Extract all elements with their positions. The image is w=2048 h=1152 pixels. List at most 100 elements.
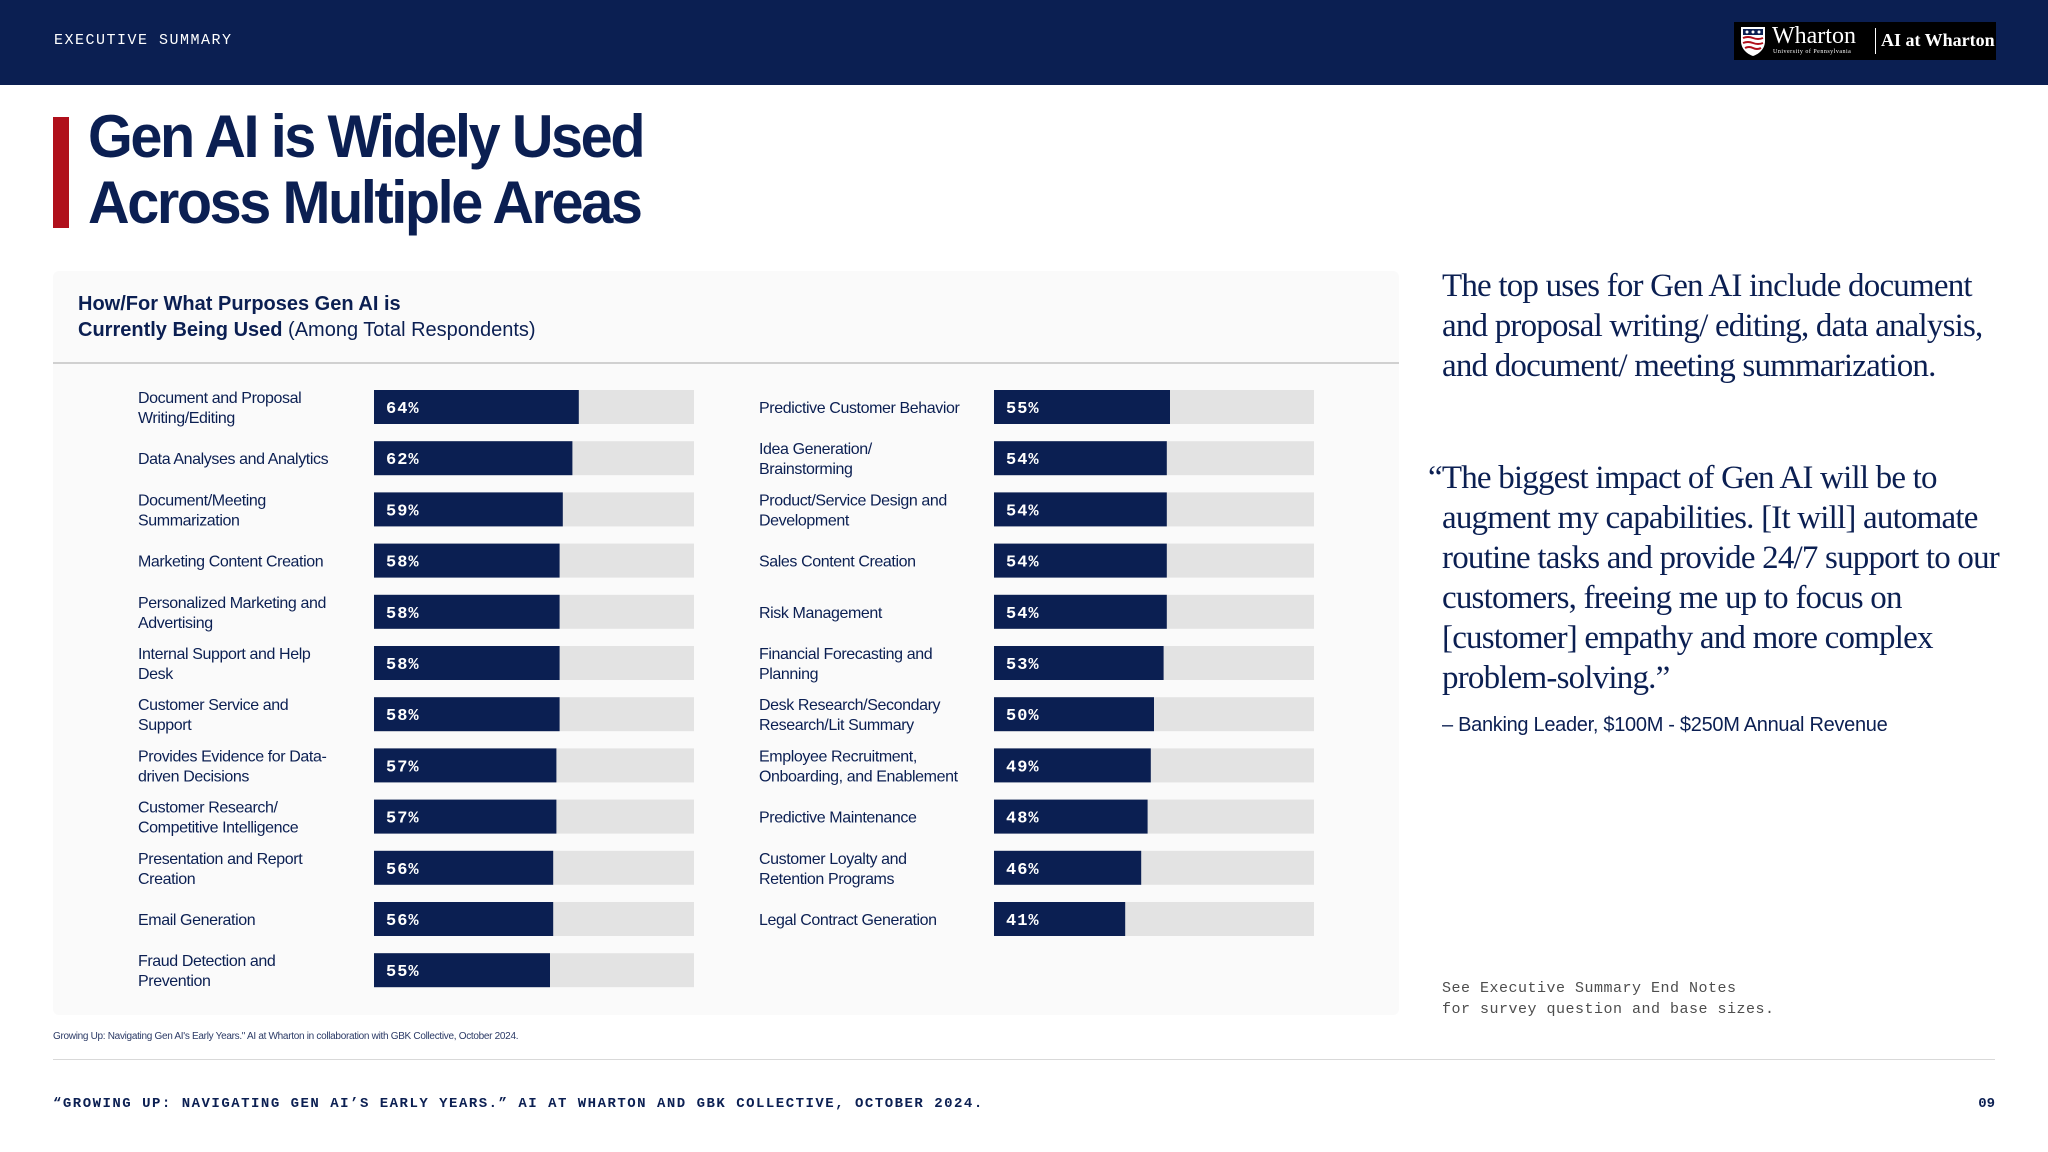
chart-row: 59% Document/Meeting Summarization — [138, 492, 694, 529]
category-label-line: Brainstorming — [759, 461, 853, 478]
logo-wordmark-sub: University of Pennsylvania — [1773, 49, 1852, 55]
chart-row: 57% Customer Research/Competitive Intelli… — [138, 799, 694, 837]
bar-value-label: 54% — [1006, 554, 1040, 573]
category-label-line: Creation — [138, 871, 195, 888]
chart-row: 49% Employee Recruitment, Onboarding, and … — [759, 748, 1314, 785]
bar-value-label: 54% — [1006, 451, 1040, 470]
chart-row: 58% Marketing Content Creation — [138, 543, 694, 578]
bar-value-label: 58% — [386, 707, 420, 726]
bar — [374, 492, 563, 527]
bar — [374, 441, 573, 476]
bar-value-label: 54% — [1006, 605, 1040, 624]
category-label-line: Internal Support and Help — [138, 646, 311, 663]
category-label: Customer Research/Competitive Intelligen… — [138, 800, 299, 837]
bar-value-label: 56% — [386, 912, 420, 931]
bar — [374, 799, 557, 834]
category-label: Data Analyses and Analytics — [138, 451, 329, 468]
category-label-line: Marketing Content Creation — [138, 554, 323, 571]
page-number: 09 — [1978, 1096, 1995, 1112]
bar-value-label: 46% — [1006, 861, 1040, 880]
category-label-line: Customer Research/ — [138, 800, 278, 817]
bar-value-label: 55% — [386, 963, 420, 982]
bar — [374, 902, 554, 936]
chart-row: 54% Risk Management — [759, 594, 1314, 629]
chart-row: 41% Legal Contract Generation — [759, 902, 1314, 936]
category-label-line: Research/Lit Summary — [759, 717, 914, 734]
category-label-line: Sales Content Creation — [759, 554, 916, 571]
bar-chart: 64%Document and Proposal Writing/Editing6… — [138, 390, 1314, 990]
bar-value-label: 64% — [386, 400, 420, 419]
bar — [374, 748, 557, 783]
bar-value-label: 56% — [386, 861, 420, 880]
bar — [994, 492, 1167, 527]
category-label: Document and Proposal Writing/Editing — [138, 390, 301, 427]
chart-row: 55% Predictive Customer Behavior — [759, 390, 1314, 424]
bar-value-label: 58% — [386, 605, 420, 624]
bar — [994, 594, 1167, 629]
chart-row: 64% Document and Proposal Writing/Editing — [138, 390, 694, 427]
bar-value-label: 54% — [1006, 502, 1040, 521]
chart-row: 55% Fraud Detection and Prevention — [138, 953, 694, 990]
category-label-line: Summarization — [138, 512, 240, 529]
category-label: Internal Support and Help Desk — [138, 646, 311, 683]
category-label-line: Predictive Maintenance — [759, 810, 917, 827]
category-label-line: Risk Management — [759, 605, 883, 622]
section-label: EXECUTIVE SUMMARY — [54, 32, 233, 49]
chart-row: 62% Data Analyses and Analytics — [138, 441, 694, 476]
category-label: Risk Management — [759, 605, 883, 622]
chart-panel: How/For What Purposes Gen AI is Currentl… — [53, 271, 1399, 1015]
endnote-line2: for survey question and base sizes. — [1442, 1001, 1775, 1018]
category-label-line: Provides Evidence for Data- — [138, 748, 326, 765]
category-label-line: Idea Generation/ — [759, 441, 873, 458]
bar — [374, 646, 560, 680]
category-label: Idea Generation/Brainstorming — [759, 441, 873, 478]
chart-row: 50% Desk Research/Secondary Research/Lit S… — [759, 697, 1314, 734]
wharton-logo: Wharton University of Pennsylvania AI at… — [1734, 22, 1996, 60]
bar — [374, 543, 560, 578]
bar-value-label: 58% — [386, 656, 420, 675]
chart-source-note: Growing Up: Navigating Gen AI's Early Ye… — [53, 1031, 519, 1042]
bar-value-label: 62% — [386, 451, 420, 470]
title-accent-bar — [53, 117, 69, 228]
category-label-line: Financial Forecasting and — [759, 646, 932, 663]
category-label: Customer Loyalty and Retention Programs — [759, 851, 907, 888]
logo-ai-at-wharton: AI at Wharton — [1881, 30, 1995, 50]
category-label-line: Competitive Intelligence — [138, 820, 299, 837]
category-label-line: Support — [138, 717, 192, 734]
category-label: Email Generation — [138, 912, 255, 929]
bar — [994, 697, 1154, 732]
category-label-line: Customer Loyalty and — [759, 851, 907, 868]
category-label: Presentation and Report Creation — [138, 851, 303, 888]
bar-value-label: 59% — [386, 502, 420, 521]
category-label: Financial Forecasting and Planning — [759, 646, 932, 683]
category-label-line: Data Analyses and Analytics — [138, 451, 329, 468]
bar-value-label: 58% — [386, 554, 420, 573]
category-label-line: Predictive Customer Behavior — [759, 400, 961, 417]
category-label-line: driven Decisions — [138, 768, 249, 785]
bar — [994, 543, 1167, 578]
logo-wordmark: Wharton — [1772, 23, 1856, 49]
bar — [374, 390, 579, 424]
chart-row: 58% Internal Support and Help Desk — [138, 646, 694, 683]
chart-row: 48% Predictive Maintenance — [759, 799, 1314, 834]
page-title-line2: Across Multiple Areas — [88, 169, 643, 236]
quote-text: “The biggest impact of Gen AI will be to… — [1428, 460, 2000, 696]
bar — [994, 748, 1151, 783]
category-label-line: Email Generation — [138, 912, 255, 929]
category-label-line: Document/Meeting — [138, 492, 266, 509]
chart-row: 53% Financial Forecasting and Planning — [759, 646, 1314, 683]
bar — [994, 390, 1170, 424]
category-label-line: Personalized Marketing and — [138, 595, 326, 612]
bar — [994, 850, 1142, 885]
footer-citation: “GROWING UP: NAVIGATING GEN AI’S EARLY Y… — [53, 1096, 984, 1112]
category-label: Marketing Content Creation — [138, 554, 323, 571]
category-label-line: Prevention — [138, 973, 211, 990]
chart-row: 56% Email Generation — [138, 902, 694, 936]
logo-divider — [1875, 28, 1876, 54]
category-label-line: Desk Research/Secondary — [759, 697, 941, 714]
category-label: Legal Contract Generation — [759, 912, 937, 929]
category-label-line: Onboarding, and Enablement — [759, 768, 959, 785]
chart-row: 56% Presentation and Report Creation — [138, 850, 694, 888]
category-label: Fraud Detection and Prevention — [138, 953, 275, 990]
endnote: See Executive Summary End Notes for surv… — [1442, 978, 1775, 1020]
